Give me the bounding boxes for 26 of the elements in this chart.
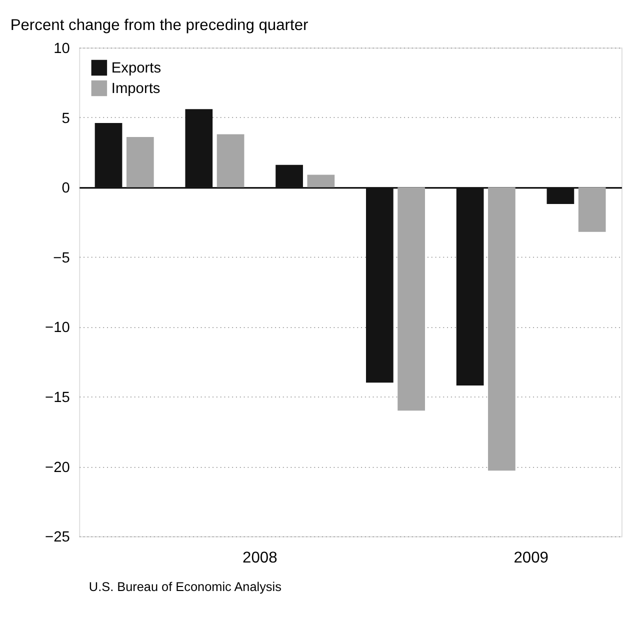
bar [398,187,425,411]
y-tick-label: 0 [62,180,70,197]
bar [126,137,154,188]
y-tick-label: −25 [45,530,70,546]
y-tick-label: −15 [45,390,70,406]
bar [456,187,484,386]
bar [276,164,303,188]
y-tick-label: −5 [53,250,70,266]
bar [307,174,335,188]
legend-label: Imports [111,81,160,98]
text: 2008 [242,550,278,567]
bar [216,134,244,188]
y-tick-label: 10 [54,41,70,58]
y-tick-label: −10 [45,320,70,336]
bar [366,187,394,383]
text: 2009 [514,550,548,567]
y-tick-label: 5 [62,110,70,127]
bar [185,109,213,188]
bar [578,187,606,232]
text: U.S. Bureau of Economic Analysis [88,580,282,594]
bar [546,187,574,204]
legend-label: Exports [111,60,162,77]
bar [488,187,516,471]
y-tick-label: −20 [45,460,70,476]
bar [94,123,122,188]
y-axis-title: Percent change from the preceding quarter [10,17,308,34]
